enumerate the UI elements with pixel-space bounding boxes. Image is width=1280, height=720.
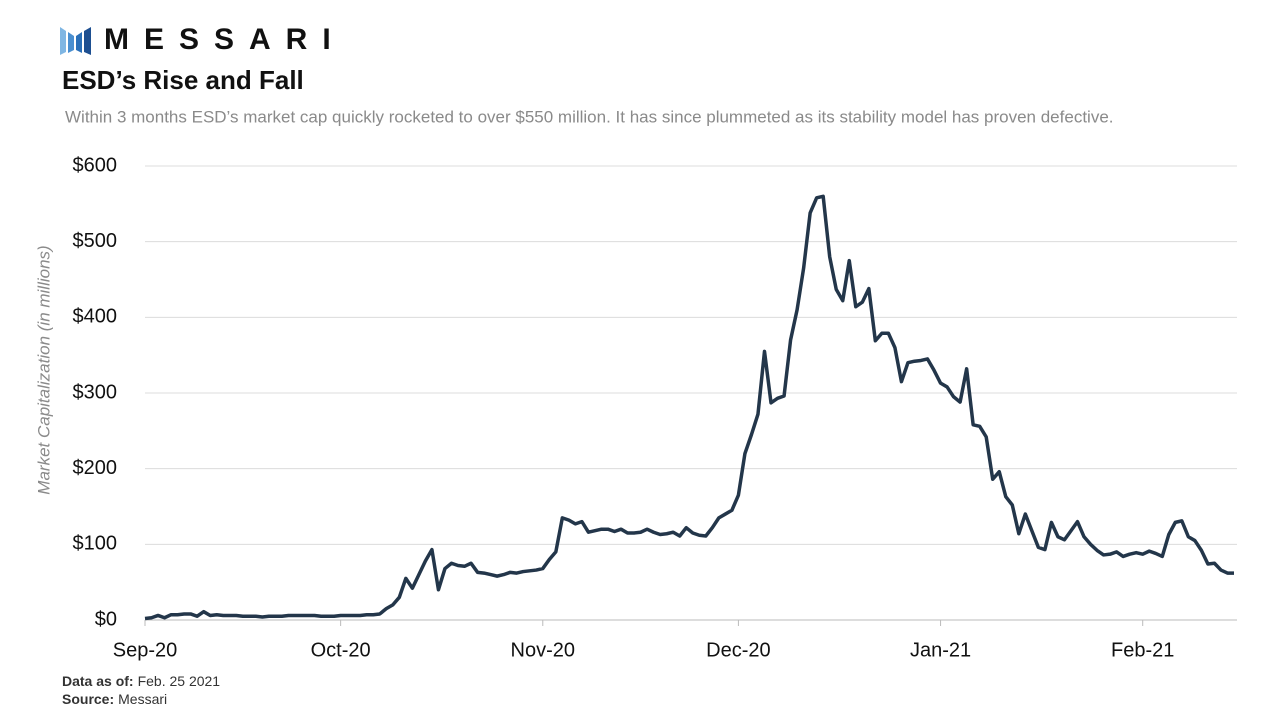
x-tick-label: Feb-21: [1111, 639, 1174, 661]
chart-subtitle: Within 3 months ESD’s market cap quickly…: [65, 107, 1114, 126]
y-tick-label: $0: [95, 608, 117, 630]
source: Source: Messari: [62, 691, 167, 707]
x-tick-label: Sep-20: [113, 639, 178, 661]
y-tick-label: $600: [73, 154, 118, 176]
source-label: Source:: [62, 691, 115, 707]
y-tick-label: $400: [73, 306, 118, 328]
data-as-of: Data as of: Feb. 25 2021: [62, 673, 220, 689]
x-tick-label: Jan-21: [910, 639, 971, 661]
x-tick-label: Nov-20: [511, 639, 575, 661]
data-as-of-label: Data as of:: [62, 673, 134, 689]
y-axis-label: Market Capitalization (in millions): [34, 245, 53, 494]
chart-title: ESD’s Rise and Fall: [62, 65, 304, 95]
x-tick-label: Oct-20: [311, 639, 371, 661]
logo-icon: [60, 27, 91, 55]
source-value: Messari: [118, 691, 168, 707]
y-tick-label: $300: [73, 381, 118, 403]
y-tick-label: $200: [73, 457, 118, 479]
line-series: [144, 194, 1234, 621]
x-tick-label: Dec-20: [706, 639, 770, 661]
logo: MESSARI: [104, 23, 346, 56]
data-as-of-value: Feb. 25 2021: [137, 673, 221, 689]
y-tick-label: $500: [73, 230, 118, 252]
y-tick-label: $100: [73, 533, 118, 555]
